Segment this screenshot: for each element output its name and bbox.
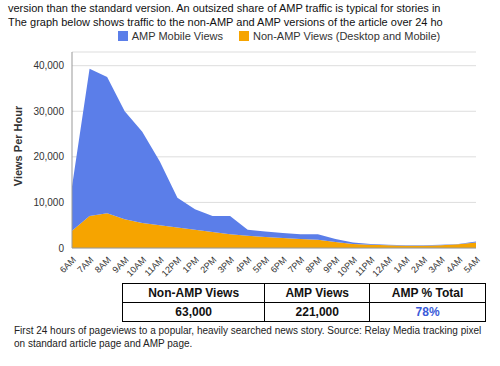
- svg-text:2AM: 2AM: [409, 255, 429, 275]
- html-text:version than the standard vers: version than the standard version. An ou…: [8, 2, 441, 14]
- svg-text:0: 0: [58, 243, 64, 254]
- svg-text:4AM: 4AM: [444, 255, 464, 275]
- svg-text:12AM: 12AM: [370, 255, 394, 279]
- svg-text:6PM: 6PM: [269, 255, 289, 275]
- svg-text:11AM: 11AM: [142, 254, 166, 279]
- html-text:AMP Mobile Views: AMP Mobile Views: [131, 30, 223, 42]
- svg-text:9AM: 9AM: [110, 254, 131, 275]
- svg-text:3PM: 3PM: [216, 255, 236, 275]
- svg-text:5AM: 5AM: [462, 255, 482, 275]
- svg-text:1AM: 1AM: [392, 255, 412, 275]
- html-text:AMP Views: AMP Views: [285, 286, 349, 300]
- html-text:Non-AMP Views (Desktop and Mob: Non-AMP Views (Desktop and Mobile): [253, 30, 441, 42]
- html-text:63,000: 63,000: [175, 305, 212, 319]
- html-text:AMP % Total: AMP % Total: [391, 286, 464, 300]
- html-text:Non-AMP Views: Non-AMP Views: [148, 286, 240, 300]
- svg-text:2PM: 2PM: [198, 255, 218, 275]
- html-text:Views Per Hour: Views Per Hour: [12, 105, 24, 187]
- svg-text:20,000: 20,000: [33, 151, 64, 162]
- svg-text:10,000: 10,000: [33, 197, 64, 208]
- svg-text:9PM: 9PM: [321, 254, 342, 275]
- svg-text:40,000: 40,000: [33, 60, 64, 71]
- svg-text:30,000: 30,000: [33, 106, 64, 117]
- html-text:The graph below shows traffic: The graph below shows traffic to the non…: [8, 16, 443, 28]
- svg-text:3AM: 3AM: [427, 255, 447, 275]
- svg-text:11PM: 11PM: [353, 254, 377, 279]
- svg-text:10AM: 10AM: [124, 255, 148, 279]
- html-text:First 24 hours of pageviews to: First 24 hours of pageviews to a popular…: [14, 325, 482, 349]
- svg-text:7AM: 7AM: [75, 255, 95, 275]
- svg-text:10PM: 10PM: [335, 255, 359, 279]
- svg-text:4PM: 4PM: [233, 255, 253, 275]
- html-text:221,000: 221,000: [295, 305, 339, 319]
- svg-text:7PM: 7PM: [286, 255, 306, 275]
- html-text:78%: 78%: [415, 305, 440, 319]
- svg-text:8PM: 8PM: [304, 255, 324, 275]
- svg-text:8AM: 8AM: [93, 255, 113, 275]
- svg-text:12PM: 12PM: [160, 255, 184, 279]
- svg-text:5PM: 5PM: [251, 255, 271, 275]
- svg-text:6AM: 6AM: [58, 255, 78, 275]
- svg-text:1PM: 1PM: [181, 255, 201, 275]
